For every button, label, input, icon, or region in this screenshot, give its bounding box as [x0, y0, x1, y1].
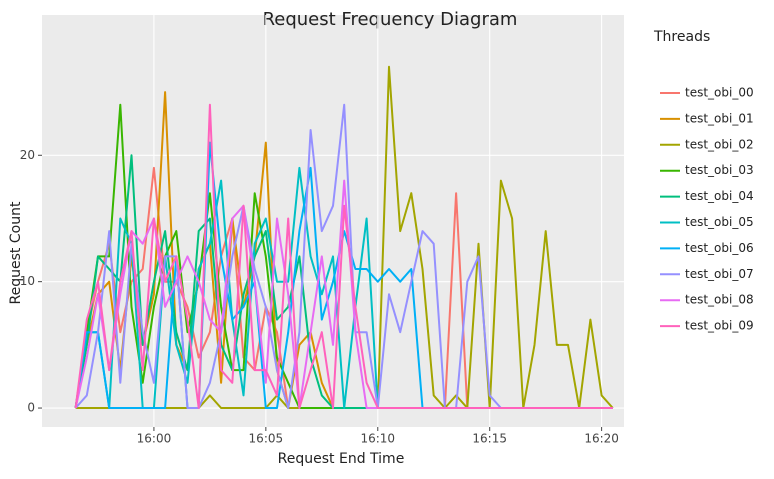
legend-item: test_obi_04 [660, 189, 754, 203]
legend-label: test_obi_04 [685, 189, 754, 203]
legend-item: test_obi_00 [660, 86, 754, 100]
y-tick-label: 0 [27, 401, 35, 415]
legend-label: test_obi_01 [685, 111, 754, 125]
x-tick-label: 16:20 [584, 432, 619, 446]
legend-item: test_obi_03 [660, 163, 754, 177]
legend-item: test_obi_07 [660, 267, 754, 281]
legend-item: test_obi_08 [660, 293, 754, 307]
legend-title: Threads [653, 29, 710, 45]
x-tick-label: 16:05 [249, 432, 284, 446]
legend-label: test_obi_00 [685, 86, 754, 100]
legend-label: test_obi_02 [685, 137, 754, 151]
y-tick-label: 10 [20, 274, 35, 288]
y-axis-title: Request Count [8, 201, 24, 304]
legend-label: test_obi_09 [685, 319, 754, 333]
plot-background [42, 15, 624, 427]
legend-label: test_obi_05 [685, 215, 754, 229]
chart-title: Request Frequency Diagram [263, 9, 518, 30]
legend-label: test_obi_03 [685, 163, 754, 177]
y-tick-label: 20 [20, 148, 35, 162]
x-tick-label: 16:15 [472, 432, 507, 446]
legend-item: test_obi_06 [660, 241, 754, 255]
x-axis-title: Request End Time [278, 451, 405, 467]
legend-item: test_obi_02 [660, 137, 754, 151]
x-tick-label: 16:00 [137, 432, 172, 446]
legend-label: test_obi_06 [685, 241, 754, 255]
legend-item: test_obi_05 [660, 215, 754, 229]
legend-label: test_obi_08 [685, 293, 754, 307]
legend-item: test_obi_01 [660, 111, 754, 125]
legend-item: test_obi_09 [660, 319, 754, 333]
x-tick-label: 16:10 [360, 432, 395, 446]
legend-label: test_obi_07 [685, 267, 754, 281]
series-line [74, 103, 613, 409]
